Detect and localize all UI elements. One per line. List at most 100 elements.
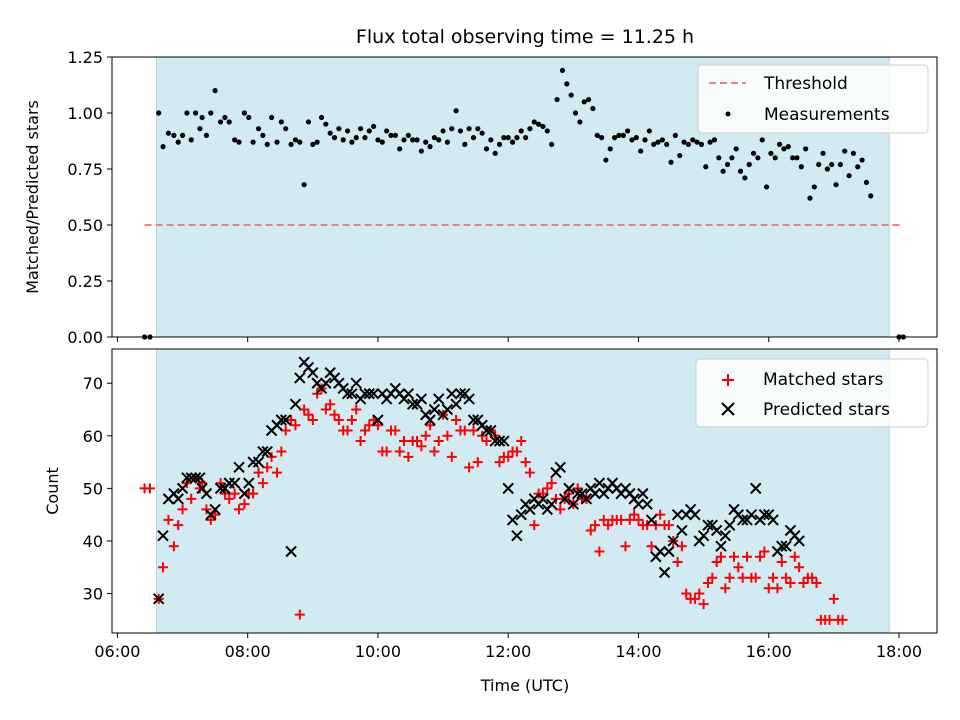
matched-stars-point bbox=[798, 578, 809, 589]
measurements-point bbox=[222, 114, 228, 121]
predicted-stars-point bbox=[307, 366, 319, 379]
predicted-stars-point bbox=[406, 398, 419, 410]
count-panel: 06:00 08:00 10:00 12:00 14:00 16:00 18:00 30 40… bbox=[43, 348, 938, 695]
matched-stars-point bbox=[481, 436, 492, 447]
predicted-stars-point bbox=[233, 461, 245, 474]
matched-stars-point bbox=[620, 541, 631, 552]
matched-stars-point bbox=[390, 425, 401, 436]
measurements-point bbox=[698, 141, 705, 147]
predicted-stars-point bbox=[320, 377, 332, 389]
measurements-point bbox=[268, 114, 275, 121]
measurements-point bbox=[690, 137, 696, 143]
measurements-point bbox=[646, 128, 652, 134]
predicted-stars-point bbox=[793, 535, 805, 547]
measurements-point bbox=[436, 137, 442, 143]
matched-stars-point bbox=[416, 441, 427, 452]
measurements-point bbox=[496, 141, 503, 147]
measurements-point bbox=[462, 141, 468, 147]
y-tick-label: 70 bbox=[83, 374, 103, 393]
measurements-point bbox=[192, 110, 199, 116]
predicted-stars-point bbox=[467, 414, 480, 426]
measurements-point bbox=[572, 110, 579, 116]
matched-stars-point bbox=[205, 514, 216, 525]
matched-stars-point bbox=[412, 436, 423, 447]
measurements-point bbox=[598, 135, 605, 141]
matched-stars-point bbox=[824, 614, 835, 625]
predicted-stars-point bbox=[480, 424, 493, 437]
measurements-point bbox=[711, 137, 718, 143]
matched-stars-point bbox=[144, 483, 155, 494]
predicted-stars-point bbox=[637, 487, 649, 500]
predicted-stars-point bbox=[563, 482, 575, 495]
measurements-point bbox=[720, 168, 726, 174]
measurements-point bbox=[737, 168, 744, 174]
measurements-point bbox=[250, 139, 256, 145]
matched-stars-point bbox=[733, 562, 744, 573]
measurements-point bbox=[331, 135, 338, 141]
measurements-point bbox=[833, 182, 839, 188]
measurements-point bbox=[651, 141, 657, 147]
measurements-point bbox=[301, 182, 307, 188]
predicted-stars-point bbox=[172, 493, 184, 505]
measurements-point bbox=[863, 179, 870, 186]
measurements-point bbox=[165, 130, 172, 136]
measurements-point bbox=[453, 108, 459, 114]
measurements-point bbox=[423, 139, 429, 145]
legend-matched-label: Matched stars bbox=[763, 370, 883, 390]
measurements-point bbox=[232, 137, 238, 143]
matched-stars-point bbox=[776, 557, 787, 567]
measurements-point bbox=[581, 99, 587, 105]
matched-stars-point bbox=[464, 462, 475, 473]
predicted-stars-point bbox=[667, 535, 679, 547]
predicted-stars-point bbox=[446, 387, 458, 400]
measurements-point bbox=[212, 88, 218, 94]
measurements-point bbox=[850, 150, 857, 156]
measurements-point bbox=[677, 152, 683, 159]
measurements-point bbox=[470, 135, 477, 141]
predicted-stars-point bbox=[767, 514, 779, 526]
matched-stars-point bbox=[272, 467, 282, 478]
measurements-point bbox=[208, 110, 214, 116]
measurements-point bbox=[384, 128, 390, 134]
count-y-ticks: 30 40 50 60 70 bbox=[83, 374, 112, 604]
measurements-point bbox=[427, 144, 433, 150]
predicted-stars-point bbox=[350, 377, 362, 389]
matched-stars-point bbox=[333, 415, 344, 425]
ratio-legend: Threshold Measurements bbox=[697, 64, 929, 134]
predicted-stars-point bbox=[750, 482, 762, 495]
measurements-point bbox=[414, 137, 420, 143]
predicted-stars-point bbox=[571, 487, 584, 500]
predicted-stars-point bbox=[189, 472, 202, 484]
matched-stars-point bbox=[177, 504, 188, 515]
matched-stars-point bbox=[280, 425, 291, 436]
measurements-point bbox=[264, 141, 270, 147]
predicted-stars-point bbox=[194, 472, 206, 484]
measurements-point bbox=[501, 135, 507, 141]
predicted-stars-point bbox=[658, 566, 671, 579]
matched-stars-point bbox=[698, 599, 709, 610]
x-tick-label: 14:00 bbox=[615, 642, 661, 661]
measurements-point bbox=[492, 150, 498, 156]
measurements-point bbox=[868, 193, 874, 199]
measurements-point bbox=[590, 105, 596, 112]
predicted-stars-point bbox=[671, 508, 684, 521]
legend-measurements-swatch bbox=[725, 111, 731, 117]
measurements-point bbox=[514, 135, 520, 141]
measurements-point bbox=[531, 119, 537, 125]
matched-stars-point bbox=[239, 499, 250, 510]
measurements-point bbox=[410, 137, 416, 143]
measurements-point bbox=[750, 150, 757, 156]
matched-stars-point bbox=[516, 436, 527, 447]
measurements-point bbox=[837, 161, 843, 168]
matched-stars-point bbox=[257, 478, 268, 489]
ratio-x-ticks bbox=[116, 337, 900, 342]
measurements-point bbox=[703, 164, 709, 170]
matched-stars-point bbox=[425, 420, 436, 431]
matched-stars-point bbox=[229, 488, 240, 499]
predicted-stars-point bbox=[152, 593, 165, 605]
predicted-stars-point bbox=[463, 393, 475, 405]
predicted-stars-point bbox=[780, 540, 792, 552]
matched-stars-point bbox=[394, 446, 405, 457]
predicted-stars-point bbox=[776, 540, 788, 552]
predicted-stars-point bbox=[279, 414, 292, 426]
